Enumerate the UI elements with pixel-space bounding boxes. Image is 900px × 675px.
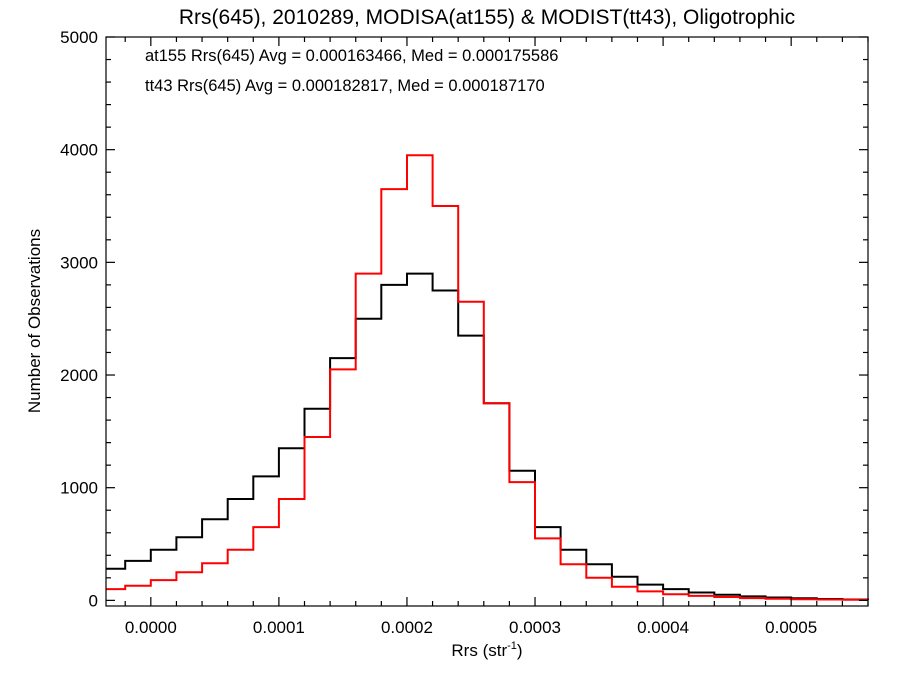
series-line-at155	[106, 272, 869, 601]
y-tick-label: 4000	[60, 141, 98, 160]
x-tick-label: 0.0005	[765, 618, 817, 637]
chart-title: Rrs(645), 2010289, MODISA(at155) & MODIS…	[179, 6, 795, 29]
legend-entry-at155: at155 Rrs(645) Avg = 0.000163466, Med = …	[145, 47, 558, 65]
y-tick-label: 3000	[60, 253, 98, 272]
legend-entry-tt43: tt43 Rrs(645) Avg = 0.000182817, Med = 0…	[145, 77, 545, 95]
y-tick-label: 0	[89, 591, 98, 610]
x-tick-label: 0.0004	[637, 618, 689, 637]
x-axis-label-superscript: -1	[507, 640, 517, 652]
x-axis-label: Rrs (str-1)	[451, 640, 522, 660]
plot-frame	[105, 36, 869, 607]
x-tick-label: 0.0001	[253, 618, 305, 637]
y-tick-label: 2000	[60, 366, 98, 385]
plot-lines	[106, 154, 869, 601]
series-line-tt43	[106, 154, 869, 601]
x-axis-label-main: Rrs (str	[451, 641, 507, 660]
x-axis-label-close: )	[517, 641, 523, 660]
y-tick-label: 1000	[60, 479, 98, 498]
x-axis: 0.0000 0.0001 0.0002 0.0003 0.0004 0.0005	[124, 37, 869, 637]
x-tick-label: 0.0000	[125, 618, 177, 637]
y-tick-label: 5000	[60, 28, 98, 47]
y-axis: 0 1000 2000 3000 4000 5000	[60, 28, 868, 610]
x-tick-label: 0.0003	[509, 618, 561, 637]
y-axis-label: Number of Observations	[25, 229, 44, 413]
x-tick-label: 0.0002	[381, 618, 433, 637]
